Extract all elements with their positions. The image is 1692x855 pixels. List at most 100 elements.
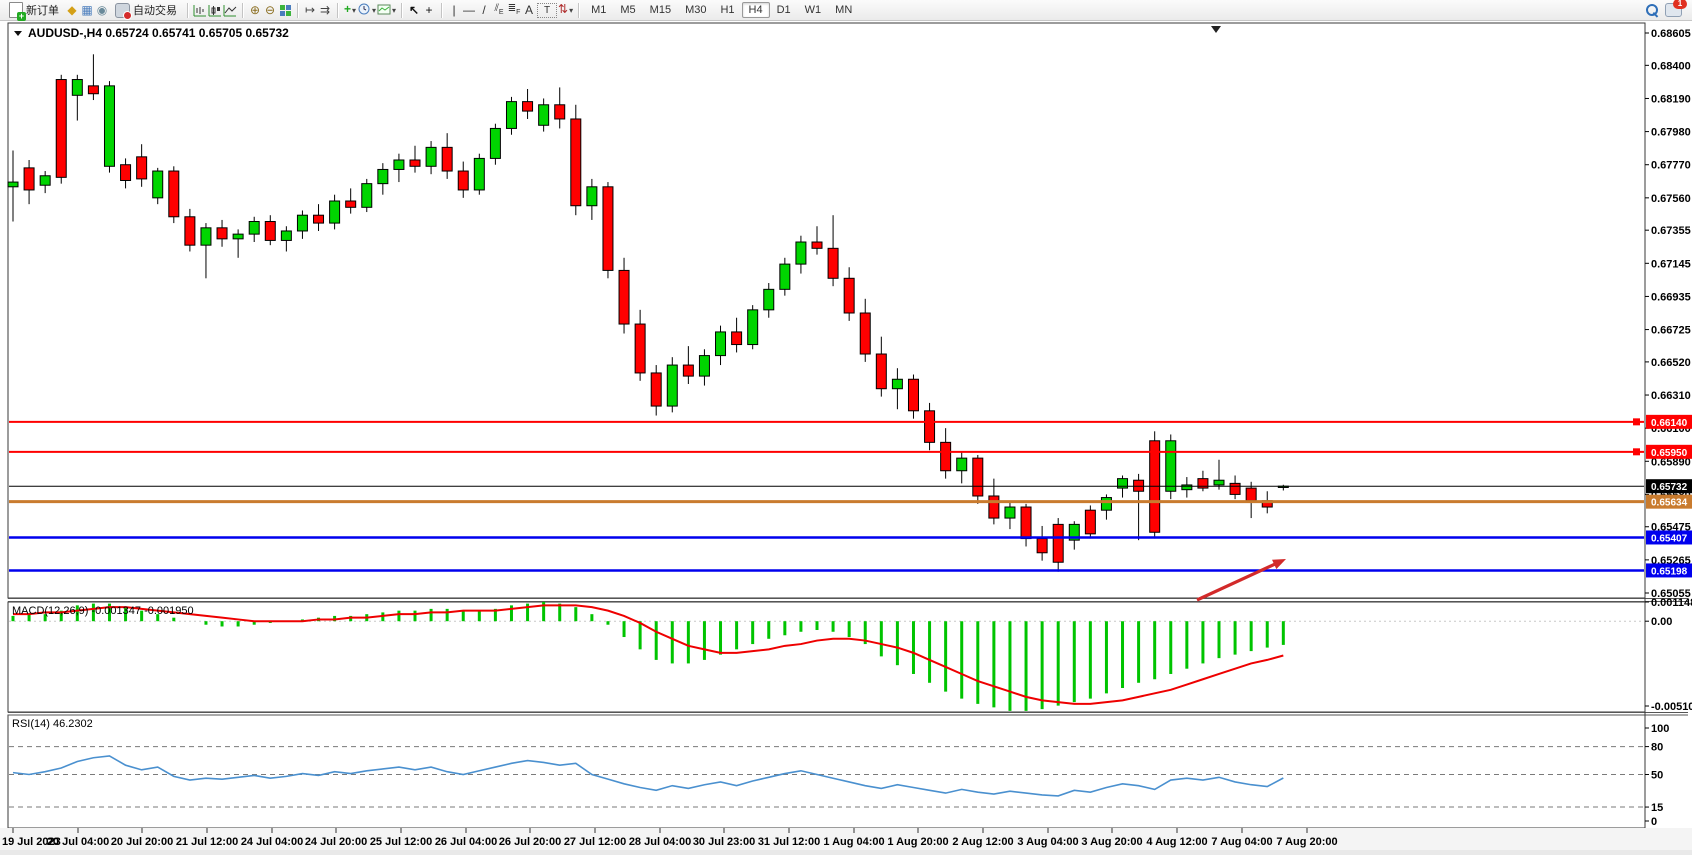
auto-scroll-icon[interactable]: ↦ — [304, 2, 316, 17]
chart-pointer-icon[interactable]: ◆ — [67, 2, 77, 17]
bid-price-line-price-badge — [1646, 479, 1692, 494]
chart-shift-icon[interactable]: ⇉ — [319, 2, 331, 17]
time-tick-label: 28 Jul 04:00 — [629, 836, 691, 848]
time-tick-label: 7 Aug 20:00 — [1276, 836, 1337, 848]
trend-line-icon[interactable]: / — [482, 2, 486, 17]
macd-pane — [7, 601, 1646, 713]
rsi-tick-label: 80 — [1651, 742, 1663, 754]
candle-body-bull — [248, 221, 260, 235]
timeframe-m30[interactable]: M30 — [678, 2, 713, 18]
support-line-1-price-badge — [1646, 530, 1692, 545]
candle-body-bull — [329, 200, 341, 224]
resistance-line-1-handle[interactable] — [1633, 418, 1640, 426]
main-toolbar: + 新订单 ◆ ▦ ◉ 自动交易 ⊕ ⊖ ↦ ⇉ +▾ ▾ ▾ ↖ + | — … — [0, 0, 1692, 21]
rsi-tick-label: 15 — [1651, 802, 1663, 814]
resistance-line-2-handle[interactable] — [1633, 448, 1640, 456]
price-tick-label: 0.66520 — [1651, 357, 1691, 369]
arrow-annotation-head[interactable] — [1272, 559, 1286, 570]
bar-chart-icon[interactable] — [193, 3, 207, 17]
equidistant-channel-icon[interactable]: ⫽E — [494, 2, 504, 16]
arrow-annotation-shaft[interactable] — [1196, 560, 1282, 602]
candle-body-bull — [1004, 506, 1016, 519]
candle-body-bull — [1117, 478, 1129, 489]
candle-body-bull — [232, 233, 244, 240]
fibonacci-icon[interactable]: ≣F — [507, 2, 521, 16]
candle-body-bear — [859, 312, 871, 355]
time-tick-label: 30 Jul 23:00 — [693, 836, 755, 848]
timeframe-d1[interactable]: D1 — [770, 2, 798, 18]
zoom-out-icon[interactable]: ⊖ — [264, 2, 276, 17]
timeframe-h1[interactable]: H1 — [713, 2, 741, 18]
new-order-button[interactable]: + 新订单 — [4, 0, 64, 21]
text-label-icon[interactable]: T — [537, 2, 558, 18]
toolbar-separator — [578, 2, 580, 18]
price-tick-label: 0.65890 — [1651, 456, 1691, 468]
candle-body-bear — [1197, 478, 1209, 489]
candle-body-bull — [1181, 484, 1193, 491]
chart-shift-marker[interactable] — [1211, 26, 1221, 33]
vertical-line-icon[interactable]: | — [452, 2, 456, 17]
line-chart-icon[interactable] — [223, 3, 237, 17]
candle-body-bear — [1229, 482, 1241, 495]
chart-window[interactable]: 0.68605 0.68400 0.68190 0.67980 0.67770 0.675… — [0, 21, 1692, 850]
candle-body-bear — [827, 247, 839, 279]
time-tick-label: 26 Jul 20:00 — [499, 836, 561, 848]
candle-body-bear — [731, 331, 743, 346]
candle-body-bear — [522, 101, 534, 112]
candle-body-bull — [666, 364, 678, 407]
text-icon[interactable]: A — [525, 2, 534, 17]
candlestick-chart-icon[interactable] — [208, 3, 222, 17]
candle-body-bull — [715, 331, 727, 357]
candle-body-bear — [264, 221, 276, 241]
tile-windows-icon[interactable] — [278, 3, 292, 16]
pivot-line-price-label: 0.65634 — [1651, 498, 1688, 509]
candle-body-bear — [843, 277, 855, 314]
indicators-icon[interactable]: +▾ — [343, 2, 357, 16]
candle-body-bull — [1213, 479, 1225, 486]
bid-price-line-price-label: 0.65732 — [1651, 482, 1688, 493]
macd-tick-label: -0.005104 — [1651, 701, 1692, 713]
auto-trading-button[interactable]: 自动交易 — [110, 0, 182, 20]
candle-body-bear — [988, 495, 1000, 519]
candle-body-bear — [1052, 523, 1064, 563]
timeframe-mn[interactable]: MN — [828, 2, 859, 18]
notifications-icon[interactable]: 1 — [1665, 0, 1687, 17]
macd-label: MACD(12,26,9) -0.001347 -0.001950 — [12, 605, 194, 617]
time-tick-label: 25 Jul 12:00 — [370, 836, 432, 848]
time-tick-label: 26 Jul 04:00 — [435, 836, 497, 848]
candle-body-bear — [972, 457, 984, 497]
time-tick-label: 3 Aug 20:00 — [1081, 836, 1142, 848]
candle-body-bear — [184, 216, 196, 246]
candle-body-bear — [650, 372, 662, 407]
candle-body-bull — [425, 146, 437, 167]
timeframe-group: M1 M5 M15 M30 H1 H4 D1 W1 MN — [584, 2, 859, 18]
timeframe-m5[interactable]: M5 — [613, 2, 642, 18]
horizontal-line-icon[interactable]: — — [463, 2, 476, 17]
candle-body-bull — [280, 230, 292, 241]
toolbar-separator — [401, 2, 403, 18]
main-pane — [7, 22, 1646, 599]
crosshair-icon[interactable]: + — [425, 2, 433, 17]
signals-icon[interactable]: ◉ — [96, 2, 108, 17]
candle-body-bear — [602, 186, 614, 271]
templates-icon[interactable]: ▾ — [377, 3, 396, 17]
timeframe-m1[interactable]: M1 — [584, 2, 613, 18]
cursor-icon[interactable]: ↖ — [409, 2, 420, 17]
symbol-dropdown-icon[interactable] — [14, 31, 22, 36]
rsi-tick-label: 0 — [1651, 816, 1657, 828]
timeframe-h4[interactable]: H4 — [741, 2, 770, 18]
zoom-in-icon[interactable]: ⊕ — [249, 2, 261, 17]
price-tick-label: 0.66310 — [1651, 390, 1691, 402]
candle-body-bull — [1165, 440, 1177, 492]
toolbar-separator — [187, 2, 188, 18]
candle-body-bull — [1068, 523, 1080, 541]
periods-icon[interactable]: ▾ — [358, 3, 376, 17]
arrows-icon[interactable]: ⇅▾ — [558, 2, 574, 16]
timeframe-w1[interactable]: W1 — [798, 2, 829, 18]
timeframe-m15[interactable]: M15 — [643, 2, 678, 18]
terminal-icon[interactable]: ▦ — [81, 2, 93, 17]
candle-body-bull — [747, 309, 759, 346]
search-icon[interactable] — [1646, 3, 1659, 18]
chart-canvas[interactable]: 0.68605 0.68400 0.68190 0.67980 0.67770 0.675… — [0, 21, 1692, 850]
candle-body-bear — [345, 200, 357, 208]
